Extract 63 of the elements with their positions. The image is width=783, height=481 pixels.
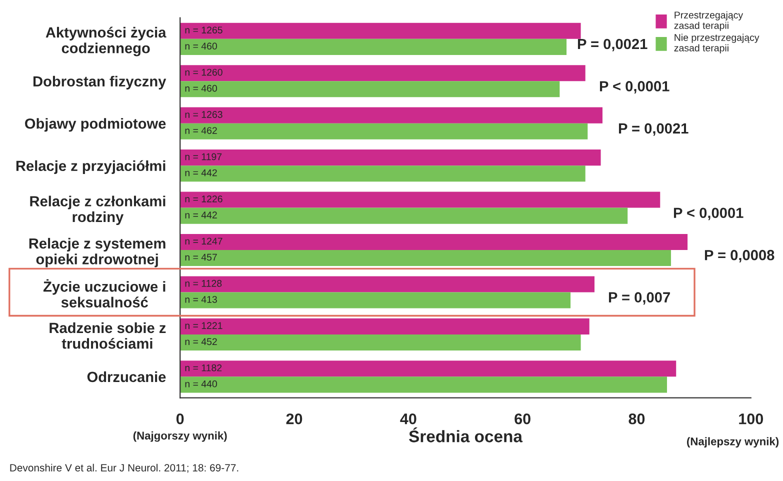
x-tick-label: 0 xyxy=(176,413,184,424)
y-tick-label: Radzenie sobie z trudnościami xyxy=(50,322,166,349)
y-tick-label: Relacje z przyjaciółmi xyxy=(16,160,166,174)
annotation: n = 462 xyxy=(185,127,217,134)
annotation: n = 1263 xyxy=(185,111,222,118)
text: (Najlepszy wynik) xyxy=(687,437,779,448)
x-tick-label: 100 xyxy=(739,413,764,424)
annotation: P < 0,0001 xyxy=(600,81,670,94)
bar xyxy=(180,65,586,82)
text: Devonshire V et al. Eur J Neurol. 2011; 18: 69-77. xyxy=(10,464,238,473)
x-tick-label: 60 xyxy=(514,413,530,424)
y-tick-label: Relacje z systemem opieki zdrowotnej xyxy=(29,238,166,268)
bar xyxy=(180,334,581,350)
annotation: P = 0,0021 xyxy=(578,38,648,52)
annotation: n = 442 xyxy=(185,212,217,218)
text: (Najgorszy wynik) xyxy=(133,431,227,442)
annotation: n = 1247 xyxy=(185,238,222,245)
bar xyxy=(180,38,567,55)
y-tick-label: Odrzucanie xyxy=(87,371,166,382)
bar xyxy=(180,107,602,124)
bar xyxy=(180,166,586,182)
bar xyxy=(180,234,688,250)
annotation: n = 442 xyxy=(185,169,217,176)
annotation: n = 460 xyxy=(185,84,217,92)
annotation: n = 1197 xyxy=(185,153,222,160)
annotation: n = 1265 xyxy=(185,26,222,34)
annotation: n = 452 xyxy=(185,338,217,346)
annotation: P = 0,0021 xyxy=(618,123,688,136)
annotation: n = 1260 xyxy=(185,68,222,76)
bar xyxy=(180,192,660,208)
bar xyxy=(180,81,560,98)
bar xyxy=(180,150,601,166)
legend-label: Nie przestrzegający zasad terapii xyxy=(674,34,760,54)
bar xyxy=(180,376,667,393)
y-tick-label: Dobrostan fizyczny xyxy=(33,76,166,90)
bar xyxy=(180,276,594,292)
annotation: n = 457 xyxy=(185,254,217,261)
annotation: n = 1182 xyxy=(185,364,222,372)
annotation: n = 1128 xyxy=(185,280,222,287)
bar xyxy=(180,360,676,377)
annotation: n = 1226 xyxy=(185,195,222,202)
bar xyxy=(180,22,581,39)
y-tick-label: Życie uczuciowe i seksualność xyxy=(43,279,166,308)
bar xyxy=(180,292,571,308)
annotation: n = 413 xyxy=(185,296,217,303)
x-tick-label: 80 xyxy=(628,413,645,424)
annotation: P = 0,007 xyxy=(608,292,670,305)
annotation: n = 440 xyxy=(185,380,217,388)
y-tick-label: Objawy podmiotowe xyxy=(25,118,166,132)
bar xyxy=(180,123,588,140)
annotation: n = 1221 xyxy=(185,322,222,329)
y-tick-label: Aktywności życia codziennego xyxy=(46,26,166,56)
y-tick-label: Relacje z członkami rodziny xyxy=(30,196,166,226)
bar xyxy=(180,250,671,266)
legend-label: Przestrzegający zasad terapii xyxy=(674,11,744,31)
bar xyxy=(180,208,628,224)
annotation: P = 0,0008 xyxy=(704,250,774,262)
annotation: P < 0,0001 xyxy=(674,208,744,220)
bar xyxy=(180,318,590,334)
x-tick-label: 40 xyxy=(400,413,416,424)
x-tick-label: 20 xyxy=(286,413,302,424)
annotation: n = 460 xyxy=(185,42,217,50)
x-axis-title: Średnia ocena xyxy=(409,427,523,442)
